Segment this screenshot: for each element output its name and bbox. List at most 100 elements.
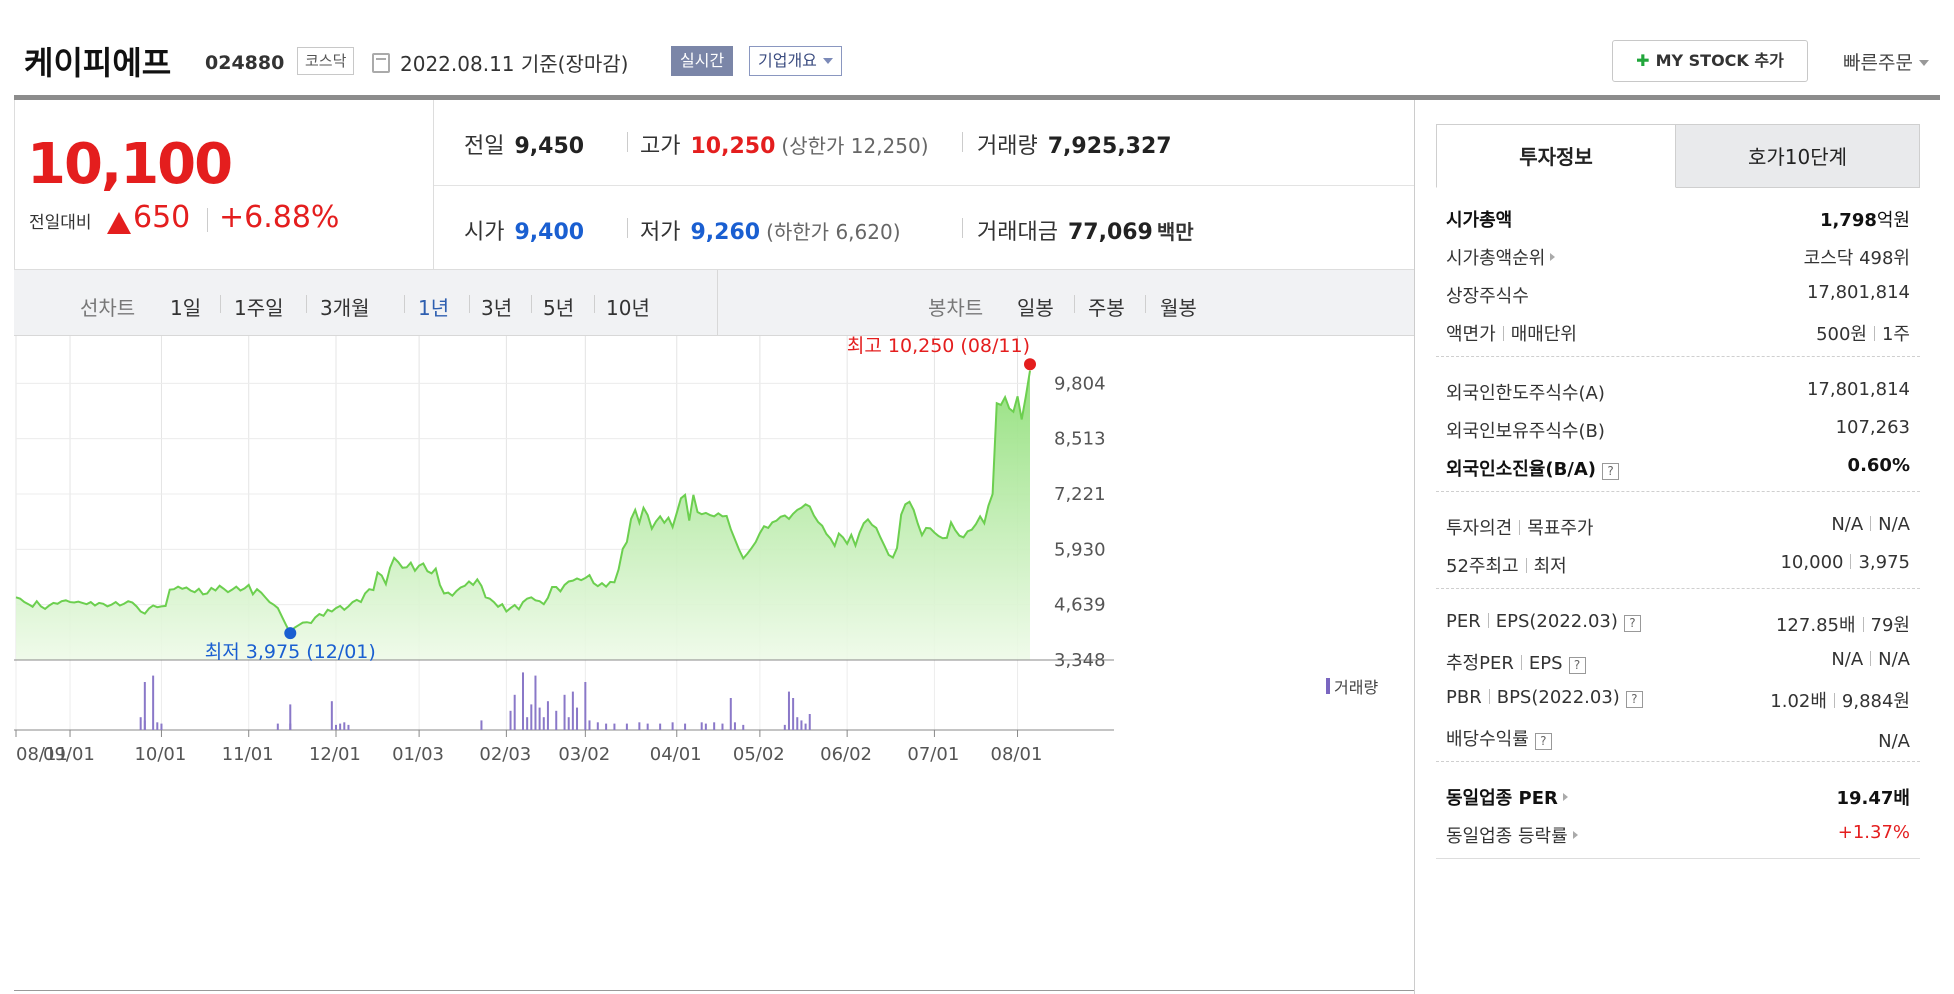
divider xyxy=(717,270,718,336)
x-tick-label: 06/02 xyxy=(820,744,872,765)
x-tick-label: 07/01 xyxy=(907,744,959,765)
volume-bar xyxy=(546,701,549,730)
tab-orderbook[interactable]: 호가10단계 xyxy=(1675,124,1920,188)
x-tick-label: 12/01 xyxy=(309,744,361,765)
y-tick-label: 4,639 xyxy=(1054,595,1106,616)
chevron-down-icon xyxy=(1918,60,1929,66)
info-row: 상장주식수 17,801,814 xyxy=(1436,274,1920,312)
chevron-down-icon xyxy=(822,58,833,64)
max-marker xyxy=(1024,358,1036,371)
industry-change-link[interactable]: 동일업종 등락률 xyxy=(1446,822,1578,848)
realtime-button[interactable]: 실시간 xyxy=(671,46,734,76)
info-row: PER EPS(2022.03)? 127.85배 79원 xyxy=(1436,603,1920,641)
shares-value: 17,801,814 xyxy=(1806,282,1910,303)
open-value: 9,400 xyxy=(514,220,585,245)
period-1d[interactable]: 1일 xyxy=(170,296,202,320)
help-icon[interactable]: ? xyxy=(1625,691,1643,708)
info-tabs: 호가10단계 투자정보 xyxy=(1436,124,1920,188)
per-eps-label: PER EPS(2022.03)? xyxy=(1446,611,1641,632)
w52-label: 52주최고 최저 xyxy=(1446,552,1567,578)
candle-weekly[interactable]: 주봉 xyxy=(1088,296,1125,320)
unit-label: 매매단위 xyxy=(1510,324,1577,345)
price-panel: 10,100 전일대비 650 +6.88% xyxy=(14,100,434,270)
price-chart[interactable]: 11,095 9,804 8,513 7,221 5,930 4,639 3,348 08/1… xyxy=(14,336,1414,994)
est-per-eps-label: 추정PER EPS? xyxy=(1446,649,1586,675)
industry-per-link[interactable]: 동일업종 PER xyxy=(1446,784,1568,810)
mcap-rank-value: 코스닥 498위 xyxy=(1803,248,1910,269)
info-row: 동일업종 등락률 +1.37% xyxy=(1436,814,1920,852)
period-10y[interactable]: 10년 xyxy=(606,296,650,320)
price-stats: 전일 9,450 고가 10,250 (상한가 12,250) 거래량 7,925,32… xyxy=(434,100,1414,270)
high-value: 10,250 xyxy=(690,134,776,159)
period-5y[interactable]: 5년 xyxy=(543,296,575,320)
pbr-bps-label: PBR BPS(2022.03)? xyxy=(1446,687,1643,708)
volume-bar xyxy=(638,722,641,730)
volume-bar xyxy=(480,720,483,730)
turnover: 거래대금 77,069 백만 xyxy=(977,214,1194,246)
help-icon[interactable]: ? xyxy=(1534,733,1552,750)
help-icon[interactable]: ? xyxy=(1602,463,1620,480)
company-info-dropdown[interactable]: 기업개요 xyxy=(749,46,842,76)
volume-bar xyxy=(156,722,159,730)
help-icon[interactable]: ? xyxy=(1623,615,1641,632)
volume-bar xyxy=(721,723,724,730)
period-1y[interactable]: 1년 xyxy=(418,296,450,320)
stats-row: 전일 9,450 고가 10,250 (상한가 12,250) 거래량 7,925,32… xyxy=(434,100,1414,185)
shares-label: 상장주식수 xyxy=(1446,286,1529,307)
y-tick-label: 5,930 xyxy=(1054,539,1106,560)
volume-bar xyxy=(334,724,337,730)
est-per-value: N/A xyxy=(1831,649,1864,670)
foreign-hold-label: 외국인보유주식수(B) xyxy=(1446,421,1605,442)
plus-icon: ✚ xyxy=(1636,51,1650,70)
divider xyxy=(531,295,532,313)
w52-low-label: 최저 xyxy=(1533,556,1567,577)
volume-bar xyxy=(796,717,799,730)
volume-bar xyxy=(596,722,599,730)
volume-bar xyxy=(542,717,545,730)
tab-invest-info[interactable]: 투자정보 xyxy=(1436,124,1676,188)
est-eps-label: EPS xyxy=(1528,653,1563,674)
volume-bar xyxy=(733,722,736,730)
volume-legend-swatch xyxy=(1326,678,1330,694)
add-mystock-button[interactable]: ✚ MY STOCK 추가 xyxy=(1612,40,1808,82)
period-3y[interactable]: 3년 xyxy=(481,296,513,320)
prev-close-value: 9,450 xyxy=(514,134,585,159)
x-tick-label: 04/01 xyxy=(650,744,702,765)
price-area xyxy=(16,370,1030,660)
divider xyxy=(1525,558,1527,573)
mcap-label: 시가총액 xyxy=(1446,210,1513,231)
x-tick-label: 03/02 xyxy=(558,744,610,765)
divider xyxy=(594,295,595,313)
max-label: 최고 10,250 (08/11) xyxy=(847,336,1030,357)
per-label: PER xyxy=(1446,611,1481,632)
volume-bar xyxy=(152,675,155,730)
candle-monthly[interactable]: 월봉 xyxy=(1160,296,1197,320)
face-label: 액면가 xyxy=(1446,324,1496,345)
price-change-pct: +6.88% xyxy=(219,200,340,235)
info-row: 시가총액 1,798억원 xyxy=(1436,198,1920,236)
per-value: 127.85배 xyxy=(1775,615,1856,636)
change-label: 전일대비 xyxy=(29,213,92,233)
divider xyxy=(962,132,963,152)
volume-bar xyxy=(339,723,342,730)
volume-bar xyxy=(571,691,574,730)
volume-bar xyxy=(800,720,803,730)
stock-code: 024880 xyxy=(205,52,285,74)
divider xyxy=(469,295,470,313)
quick-order-button[interactable]: 빠른주문 xyxy=(1843,48,1929,75)
period-1w[interactable]: 1주일 xyxy=(234,296,284,320)
prev-close: 전일 9,450 xyxy=(464,128,584,160)
add-mystock-label: MY STOCK 추가 xyxy=(1655,51,1784,70)
volume-bar xyxy=(289,723,292,730)
volume-bar xyxy=(671,722,674,730)
divider xyxy=(1833,693,1835,708)
mcap-rank-link[interactable]: 시가총액순위 xyxy=(1446,244,1556,270)
volume-bar xyxy=(588,720,591,730)
period-3m[interactable]: 3개월 xyxy=(320,296,370,320)
volume-bar xyxy=(143,682,146,730)
help-icon[interactable]: ? xyxy=(1568,657,1586,674)
candle-chart-label: 봉차트 xyxy=(928,296,984,320)
eps-label: EPS(2022.03) xyxy=(1495,611,1618,632)
volume-bar xyxy=(646,723,649,730)
candle-daily[interactable]: 일봉 xyxy=(1017,296,1054,320)
